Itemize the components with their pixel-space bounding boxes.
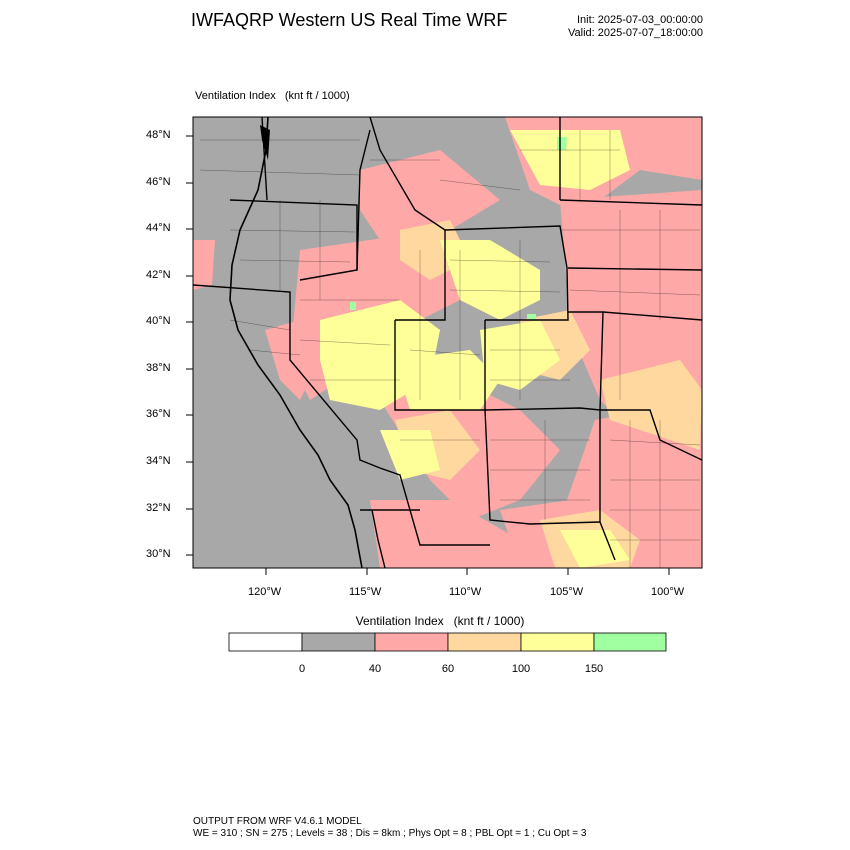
colorbar-bin: [228, 632, 303, 652]
map-plot-area: [193, 117, 702, 568]
map-frame: [192, 116, 703, 569]
puget-sound: [260, 125, 270, 160]
lon-label: 105°W: [550, 586, 584, 598]
lat-label: 36°N: [146, 408, 171, 420]
valid-time: Valid: 2025-07-07_18:00:00: [568, 27, 703, 39]
model-settings: WE = 310 ; SN = 275 ; Levels = 38 ; Dis …: [193, 828, 587, 839]
lon-label: 115°W: [349, 586, 382, 598]
colorbar-tick-label: 0: [298, 663, 306, 675]
lat-label: 44°N: [146, 222, 171, 234]
colorbar-bin: [301, 632, 376, 652]
lat-label: 32°N: [146, 502, 171, 514]
colorbar-bin: [520, 632, 595, 652]
state-borders: [193, 117, 702, 561]
colorbar-tick-label: 40: [368, 663, 382, 675]
colorbar-bin: [447, 632, 522, 652]
lat-label: 30°N: [146, 548, 171, 560]
vi-60-100-zones: [395, 220, 702, 568]
colorbar-tick-label: 60: [441, 663, 455, 675]
lon-ticks: [265, 568, 670, 575]
lon-label: 100°W: [651, 586, 685, 598]
colorbar-tick-label: 100: [511, 663, 531, 675]
field-label: Ventilation Index (knt ft / 1000): [195, 90, 350, 102]
lat-label: 34°N: [146, 455, 171, 467]
lat-ticks: [186, 135, 193, 556]
colorbar: [228, 632, 667, 652]
lat-label: 46°N: [146, 176, 171, 188]
lat-label: 48°N: [146, 129, 171, 141]
county-borders: [199, 130, 701, 568]
colorbar-tick-label: 150: [584, 663, 604, 675]
pacific-coastline: [229, 117, 363, 568]
model-info: OUTPUT FROM WRF V4.6.1 MODEL: [193, 816, 362, 827]
map-title: IWFAQRP Western US Real Time WRF: [191, 10, 508, 30]
lat-label: 38°N: [146, 362, 171, 374]
lat-label: 42°N: [146, 269, 171, 281]
colorbar-bin: [593, 632, 667, 652]
init-time: Init: 2025-07-03_00:00:00: [577, 14, 703, 26]
colorbar-bin: [374, 632, 449, 652]
lat-label: 40°N: [146, 315, 171, 327]
lon-label: 120°W: [248, 586, 282, 598]
baja-coastline: [371, 509, 386, 568]
lon-label: 110°W: [449, 586, 482, 598]
colorbar-title: Ventilation Index (knt ft / 1000): [355, 614, 525, 628]
